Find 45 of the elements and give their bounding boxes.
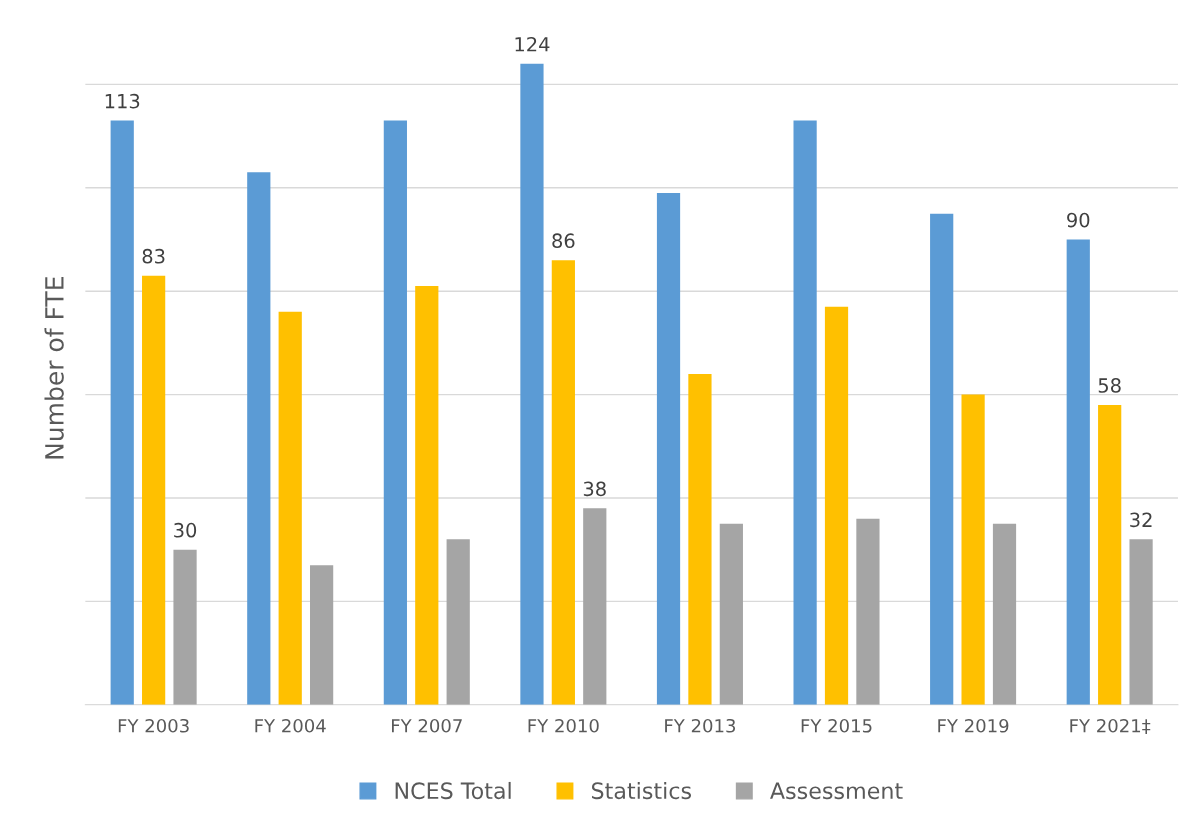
data-label: 90 xyxy=(1067,212,1090,228)
x-tick-label: FY 2010 xyxy=(528,718,599,733)
bar xyxy=(173,549,197,705)
bar xyxy=(520,63,544,705)
data-label: 113 xyxy=(105,93,140,109)
bar xyxy=(719,523,743,705)
bar xyxy=(1098,404,1122,705)
bar xyxy=(446,539,470,705)
x-tick-label: FY 2003 xyxy=(118,718,189,733)
data-label: 30 xyxy=(174,522,197,538)
bar xyxy=(656,192,681,705)
bar xyxy=(551,260,575,705)
legend-label: Assessment xyxy=(770,782,903,800)
legend-label: Statistics xyxy=(591,781,691,800)
bar xyxy=(415,286,439,705)
bar xyxy=(142,275,166,705)
data-label: 86 xyxy=(552,233,575,249)
bar xyxy=(930,213,954,705)
data-label: 124 xyxy=(515,36,550,52)
bar xyxy=(856,518,880,705)
bar xyxy=(1066,239,1090,705)
bar xyxy=(992,523,1017,705)
data-label: 38 xyxy=(583,481,606,497)
x-tick-label: FY 2007 xyxy=(392,718,462,733)
x-tick-label: FY 2013 xyxy=(665,718,736,733)
bar xyxy=(1129,539,1153,705)
bar xyxy=(793,120,817,705)
x-tick-label: FY 2021‡ xyxy=(1070,718,1151,735)
data-label: 58 xyxy=(1098,378,1121,393)
bar xyxy=(310,565,334,705)
bar xyxy=(278,311,302,705)
bar xyxy=(383,120,407,705)
x-tick-label: FY 2004 xyxy=(255,718,326,733)
data-label: 83 xyxy=(142,248,165,264)
bar xyxy=(961,394,985,705)
data-label: 32 xyxy=(1130,512,1152,528)
bar xyxy=(688,373,712,705)
bar xyxy=(583,508,607,705)
legend-label: NCES Total xyxy=(395,781,511,800)
bar xyxy=(110,120,134,705)
x-tick-label: FY 2019 xyxy=(938,718,1009,733)
bar xyxy=(247,172,271,705)
bar xyxy=(824,306,849,705)
x-tick-label: FY 2015 xyxy=(801,718,872,733)
y-axis-title: Number of FTE xyxy=(44,277,64,459)
